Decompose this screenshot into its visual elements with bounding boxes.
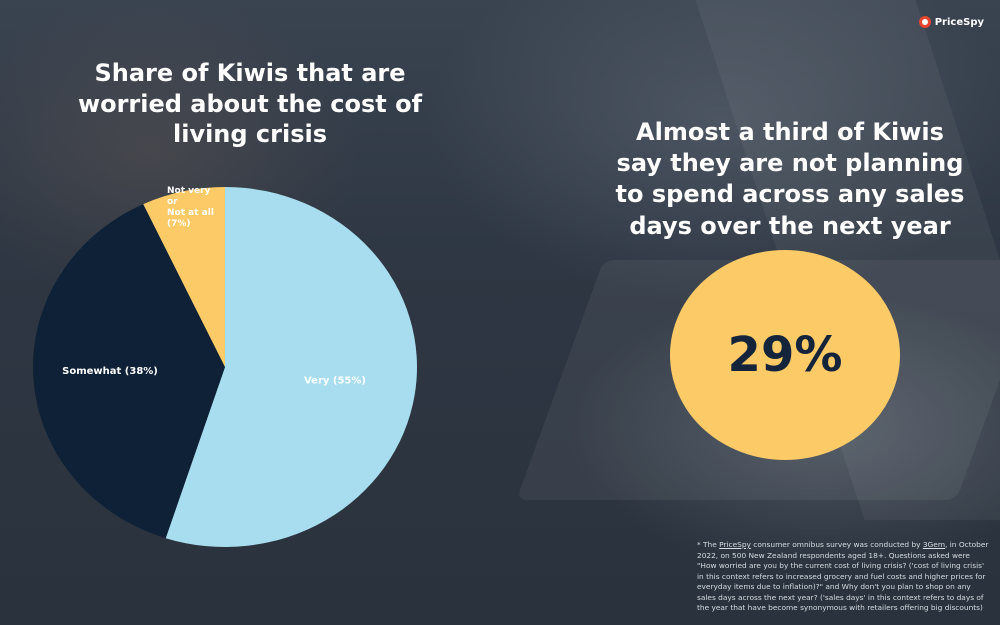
footnote-text-3: , in October 2022, on 500 New Zealand re… <box>697 540 989 613</box>
stat-value: 29% <box>727 327 843 383</box>
footnote-text-1: * The <box>697 540 720 549</box>
pie-label-somewhat: Somewhat (38%) <box>62 366 158 377</box>
footnote-text-2: consumer omnibus survey was conducted by <box>750 540 923 549</box>
stat-circle: 29% <box>670 250 900 460</box>
brand-logo: PriceSpy <box>918 16 984 28</box>
chart-title: Share of Kiwis that are worried about th… <box>77 59 423 149</box>
stat-headline: Almost a third of Kiwis say they are not… <box>615 118 965 240</box>
footnote-3gem-link[interactable]: 3Gem <box>922 540 946 549</box>
pie-slice-not-very <box>143 187 225 367</box>
pie-slice-very <box>165 187 417 547</box>
pie-label-very: Very (55%) <box>304 375 366 386</box>
pie-slice-somewhat <box>32 204 225 539</box>
pricespy-logo-icon <box>918 16 931 28</box>
footnote-pricespy-link[interactable]: PriceSpy <box>719 540 751 549</box>
survey-footnote: * The PriceSpy consumer omnibus survey w… <box>697 540 989 625</box>
brand-name: PriceSpy <box>934 16 984 28</box>
pie-label-not-very: Not very or Not at all (7%)Not very or Not … <box>167 186 214 229</box>
